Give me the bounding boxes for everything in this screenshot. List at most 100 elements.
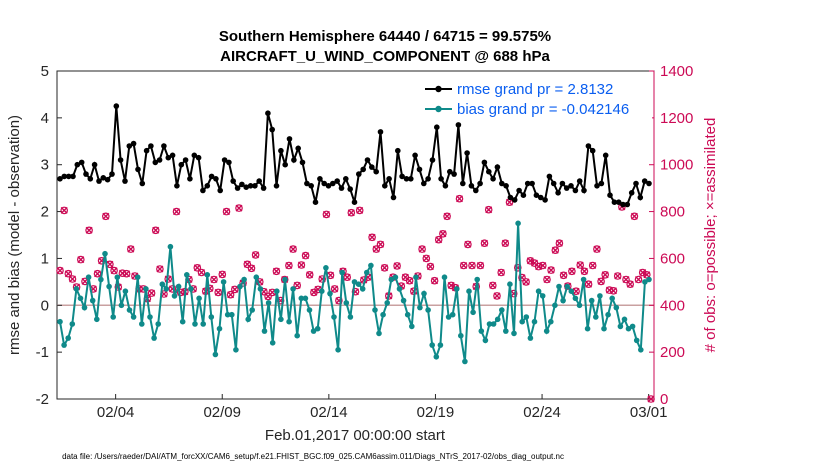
obs-possible-marker [443, 212, 451, 221]
rmse-point [265, 110, 271, 116]
obs-assimilated-marker [543, 276, 551, 283]
x-tick-label: 02/24 [523, 404, 561, 421]
bias-point [216, 325, 223, 332]
obs-assimilated-marker [522, 278, 530, 286]
rmse-point [563, 185, 570, 191]
rmse-point [221, 157, 228, 163]
obs-possible-marker [231, 285, 239, 294]
rmse-point [169, 152, 176, 159]
rmse-point [61, 173, 68, 180]
bias-point [421, 290, 427, 297]
obs-assimilated-marker [127, 245, 135, 253]
bias-point [380, 311, 386, 318]
bias-point [400, 297, 407, 304]
obs-assimilated-marker [485, 206, 493, 214]
rmse-point [408, 176, 414, 182]
rmse-point [191, 152, 198, 159]
rmse-point [511, 197, 518, 203]
y-axis-label-right: # of obs: o=possible; ×=assimilated [702, 118, 719, 353]
x-tick-label: 02/09 [203, 404, 241, 421]
rmse-point [139, 180, 146, 187]
bias-point [359, 286, 366, 292]
obs-possible-marker [455, 194, 464, 203]
rmse-point [451, 171, 457, 177]
rmse-point [156, 157, 163, 163]
obs-possible-marker [368, 233, 376, 242]
bias-point [98, 276, 104, 283]
rmse-point [481, 159, 488, 166]
bias-point [249, 307, 255, 313]
bias-point [507, 281, 513, 288]
obs-possible-marker [484, 205, 493, 214]
obs-possible-marker [588, 261, 597, 270]
bias-point [580, 276, 587, 283]
obs-possible-marker [568, 267, 576, 276]
obs-possible-marker [247, 264, 256, 273]
y-tick-label: 4 [41, 110, 49, 127]
rmse-point [321, 180, 328, 187]
bias-point [253, 274, 260, 281]
rmse-point [217, 187, 223, 194]
obs-assimilated-marker [506, 198, 513, 206]
bias-point [413, 274, 419, 281]
obs-possible-marker [122, 269, 131, 278]
obs-possible-marker [468, 261, 476, 270]
rmse-point [299, 159, 306, 166]
obs-possible-marker [559, 271, 568, 280]
rmse-point [611, 199, 618, 205]
obs-possible-marker [418, 245, 426, 253]
bias-point [535, 288, 542, 295]
rmse-point [425, 176, 431, 182]
rmse-point [174, 183, 180, 189]
bias-point [629, 323, 636, 330]
rmse-point [252, 183, 258, 189]
rmse-point [524, 180, 531, 187]
bias-point [376, 330, 382, 337]
bias-point [269, 340, 276, 346]
rmse-point [555, 190, 561, 196]
bias-point [388, 276, 395, 283]
obs-possible-marker [64, 269, 73, 278]
obs-possible-marker [285, 261, 293, 270]
bias-point [294, 332, 301, 339]
rmse-point [598, 180, 605, 187]
rmse-point [278, 147, 284, 154]
bias-point [212, 351, 219, 358]
bias-point [196, 295, 202, 302]
rmse-point [390, 194, 397, 201]
rmse-point [74, 161, 81, 168]
rmse-point [286, 136, 293, 142]
obs-possible-marker [305, 270, 314, 279]
obs-assimilated-marker [406, 277, 414, 285]
rmse-point [360, 166, 367, 173]
obs-possible-marker [110, 266, 118, 275]
bias-point [494, 316, 501, 323]
bias-point [282, 276, 288, 283]
bias-point [77, 295, 84, 302]
rmse-point [572, 187, 579, 194]
bias-point [445, 314, 452, 320]
bias-point [531, 318, 538, 325]
bias-point [73, 286, 80, 292]
rmse-point [91, 161, 98, 168]
obs-possible-marker [480, 239, 489, 248]
bias-point [147, 314, 153, 320]
rmse-point [282, 161, 289, 168]
legend-rmse-label: rmse grand pr = 2.8132 [457, 81, 613, 98]
bias-point [556, 283, 562, 290]
obs-possible-marker [476, 261, 485, 270]
rmse-point [473, 187, 479, 194]
bias-point [482, 337, 489, 344]
obs-possible-marker [293, 281, 302, 290]
bias-point [404, 311, 411, 318]
bias-point [368, 262, 374, 269]
rmse-point [386, 176, 392, 182]
bias-point [486, 321, 493, 327]
rmse-point [78, 159, 85, 166]
rmse-point [204, 183, 211, 189]
rmse-point [234, 185, 241, 191]
obs-assimilated-marker [223, 208, 230, 216]
rmse-point [486, 168, 492, 175]
obs-assimilated-marker [102, 212, 110, 220]
obs-assimilated-marker [456, 195, 463, 203]
